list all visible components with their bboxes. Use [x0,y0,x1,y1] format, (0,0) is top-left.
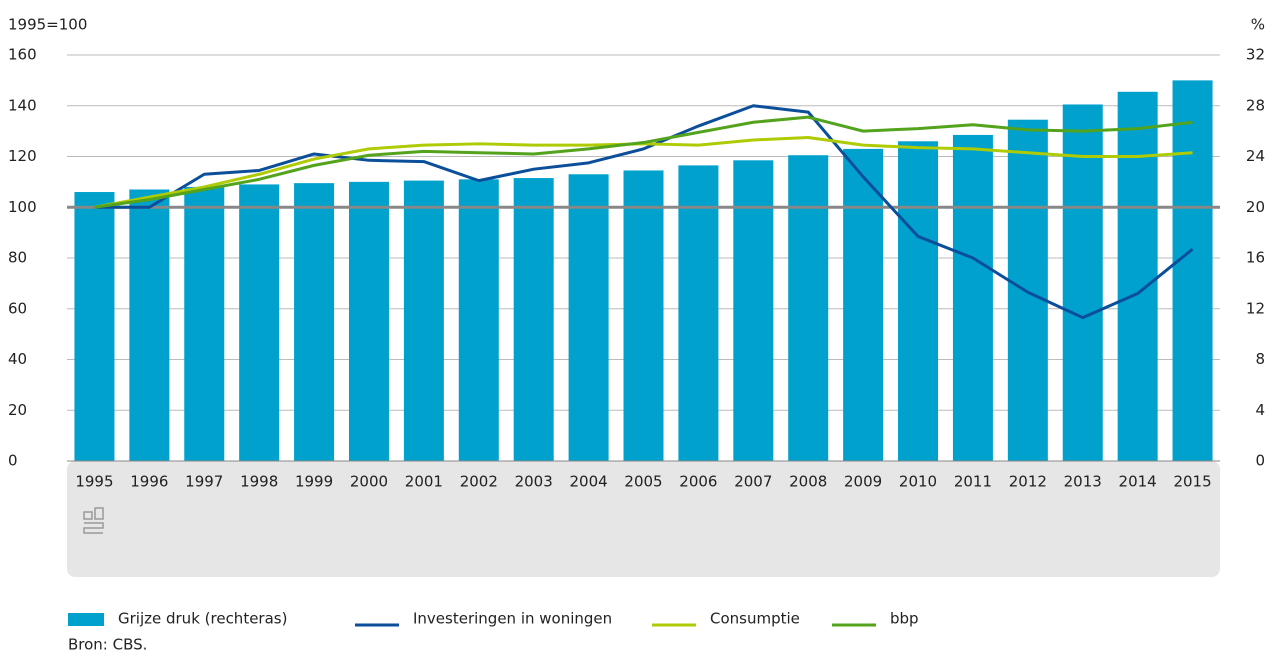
legend-label: bbp [890,610,919,628]
bar [458,179,499,461]
legend-label: Grijze druk (rechteras) [118,610,287,628]
x-tick-label: 2009 [844,473,882,491]
y-tick-label: 60 [8,299,27,317]
x-tick-label: 2015 [1173,473,1211,491]
x-tick-label: 1995 [75,473,113,491]
y2-axis-label: % [1251,16,1265,34]
bar [952,134,993,461]
bar [294,183,335,462]
bar [1062,104,1103,461]
y2-tick-label: 32 [1246,46,1265,64]
x-tick-label: 2000 [350,473,388,491]
y2-tick-label: 0 [1255,452,1265,470]
x-tick-label: 2012 [1009,473,1047,491]
bar [678,165,719,461]
bar [788,155,829,461]
logo [83,507,104,534]
bar [513,178,554,461]
x-tick-label: 1999 [295,473,333,491]
x-tick-label: 2006 [679,473,717,491]
bar [623,170,664,462]
x-tick-label: 2013 [1064,473,1102,491]
y2-tick-label: 4 [1255,401,1265,419]
y2-tick-label: 16 [1246,249,1265,267]
axis-band [67,461,1220,577]
y-tick-label: 140 [8,96,37,114]
bar [239,184,280,461]
y-tick-label: 20 [8,401,27,419]
x-tick-label: 2011 [954,473,992,491]
y2-tick-label: 8 [1255,350,1265,368]
bar [184,186,225,461]
y-tick-label: 40 [8,350,27,368]
y-axis-label: 1995=100 [8,16,87,34]
bar [1117,91,1158,461]
x-tick-label: 2010 [899,473,937,491]
x-tick-label: 1996 [130,473,168,491]
bar [74,192,115,461]
line [94,104,1194,320]
x-tick-label: 1998 [240,473,278,491]
x-tick-label: 1997 [185,473,223,491]
line [94,115,1193,209]
legend-label: Investeringen in woningen [413,610,612,628]
x-tick-label: 2001 [405,473,443,491]
y2-tick-label: 28 [1246,96,1265,114]
y2-tick-label: 12 [1246,299,1265,317]
legend-swatch [68,613,104,626]
bar [568,174,609,461]
bar [843,148,884,461]
x-tick-label: 2005 [624,473,662,491]
x-tick-label: 2008 [789,473,827,491]
y-tick-label: 160 [8,46,37,64]
bar [733,160,774,461]
source: Bron: CBS. [68,636,147,654]
bar [129,189,170,462]
bar [348,181,389,461]
bar [898,141,939,461]
bar [403,180,444,461]
x-tick-label: 2003 [515,473,553,491]
x-tick-label: 2007 [734,473,772,491]
bar [1007,119,1048,462]
bar [1172,80,1213,461]
x-tick-label: 2002 [460,473,498,491]
legend-label: Consumptie [710,610,800,628]
y-tick-label: 80 [8,249,27,267]
y-tick-label: 0 [8,452,18,470]
y-tick-label: 120 [8,147,37,165]
y2-tick-label: 20 [1246,198,1265,216]
y2-tick-label: 24 [1246,147,1265,165]
y-tick-label: 100 [8,198,37,216]
x-tick-label: 2014 [1119,473,1157,491]
x-tick-label: 2004 [570,473,608,491]
